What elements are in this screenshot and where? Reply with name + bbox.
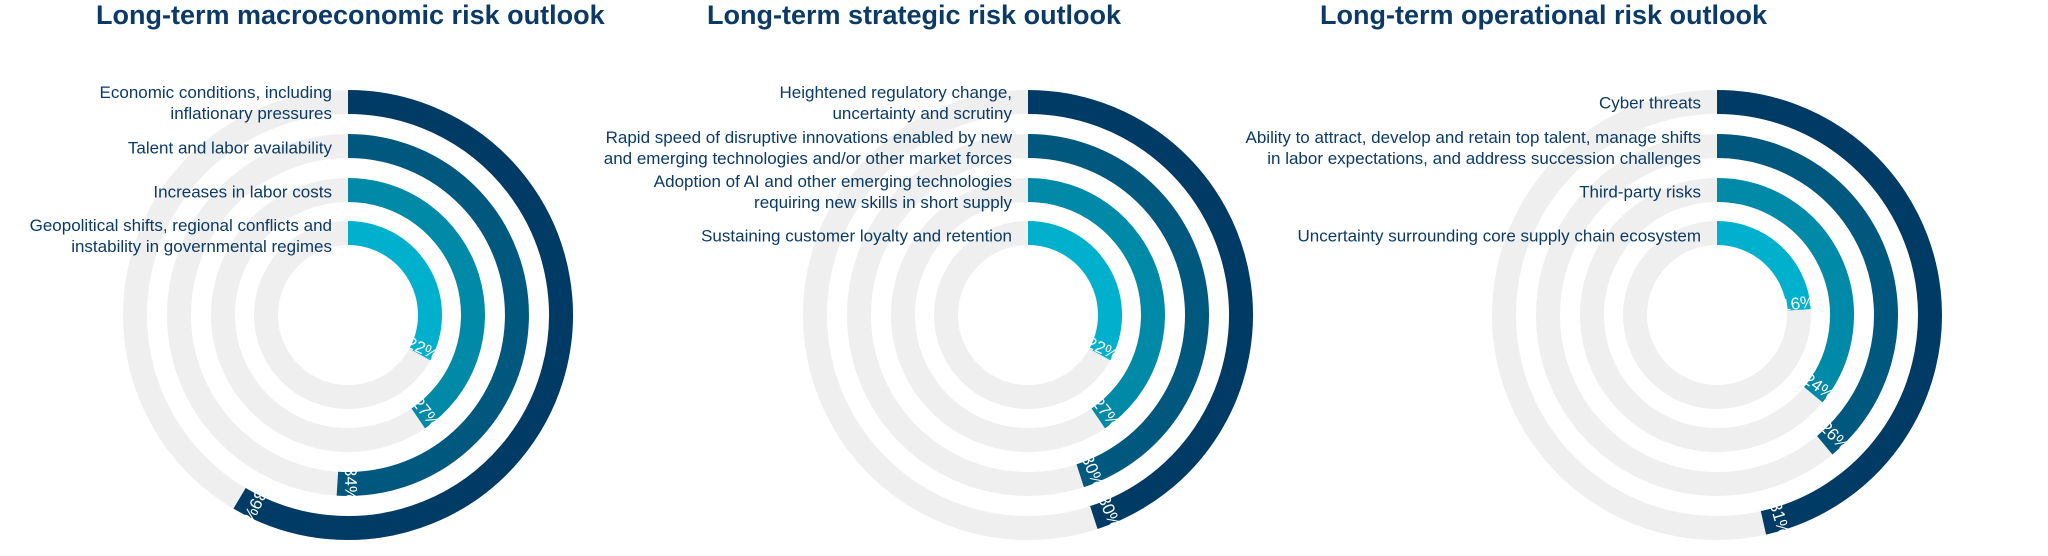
category-label: Geopolitical shifts, regional conflicts … xyxy=(29,216,332,256)
ring-bar xyxy=(347,178,485,429)
ring-bar xyxy=(1716,221,1811,312)
category-label: Rapid speed of disruptive innovations en… xyxy=(603,128,1012,168)
chart-title: Long-term operational risk outlook xyxy=(1320,0,1768,30)
ring-bar xyxy=(1027,90,1253,529)
ring-bar xyxy=(1027,178,1165,429)
value-label: 34% xyxy=(341,467,361,501)
chart-title: Long-term strategic risk outlook xyxy=(707,0,1122,30)
category-label: Talent and labor availability xyxy=(127,138,332,158)
ring-bar xyxy=(1027,134,1209,488)
category-label: Sustaining customer loyalty and retentio… xyxy=(701,226,1012,246)
ring-bar xyxy=(1027,221,1122,361)
ring-bar xyxy=(1716,134,1898,455)
value-label: 16% xyxy=(1780,292,1816,316)
chart-title: Long-term macroeconomic risk outlook xyxy=(96,0,605,30)
ring-bar xyxy=(233,90,573,540)
ring-bar xyxy=(336,134,529,496)
category-label: Adoption of AI and other emerging techno… xyxy=(653,172,1012,212)
ring-bar xyxy=(1716,178,1854,403)
category-label: Economic conditions, including inflationa… xyxy=(99,83,332,123)
category-label: Uncertainty surrounding core supply chai… xyxy=(1297,226,1701,246)
category-label: Cyber threats xyxy=(1598,93,1701,113)
category-label: Third-party risks xyxy=(1579,182,1701,202)
category-label: Heightened regulatory change, uncertainty… xyxy=(779,83,1013,123)
category-label: Increases in labor costs xyxy=(153,182,332,202)
category-label: Ability to attract, develop and retain t… xyxy=(1245,128,1702,168)
ring-bar xyxy=(347,221,442,361)
ring-bar xyxy=(1716,90,1942,535)
